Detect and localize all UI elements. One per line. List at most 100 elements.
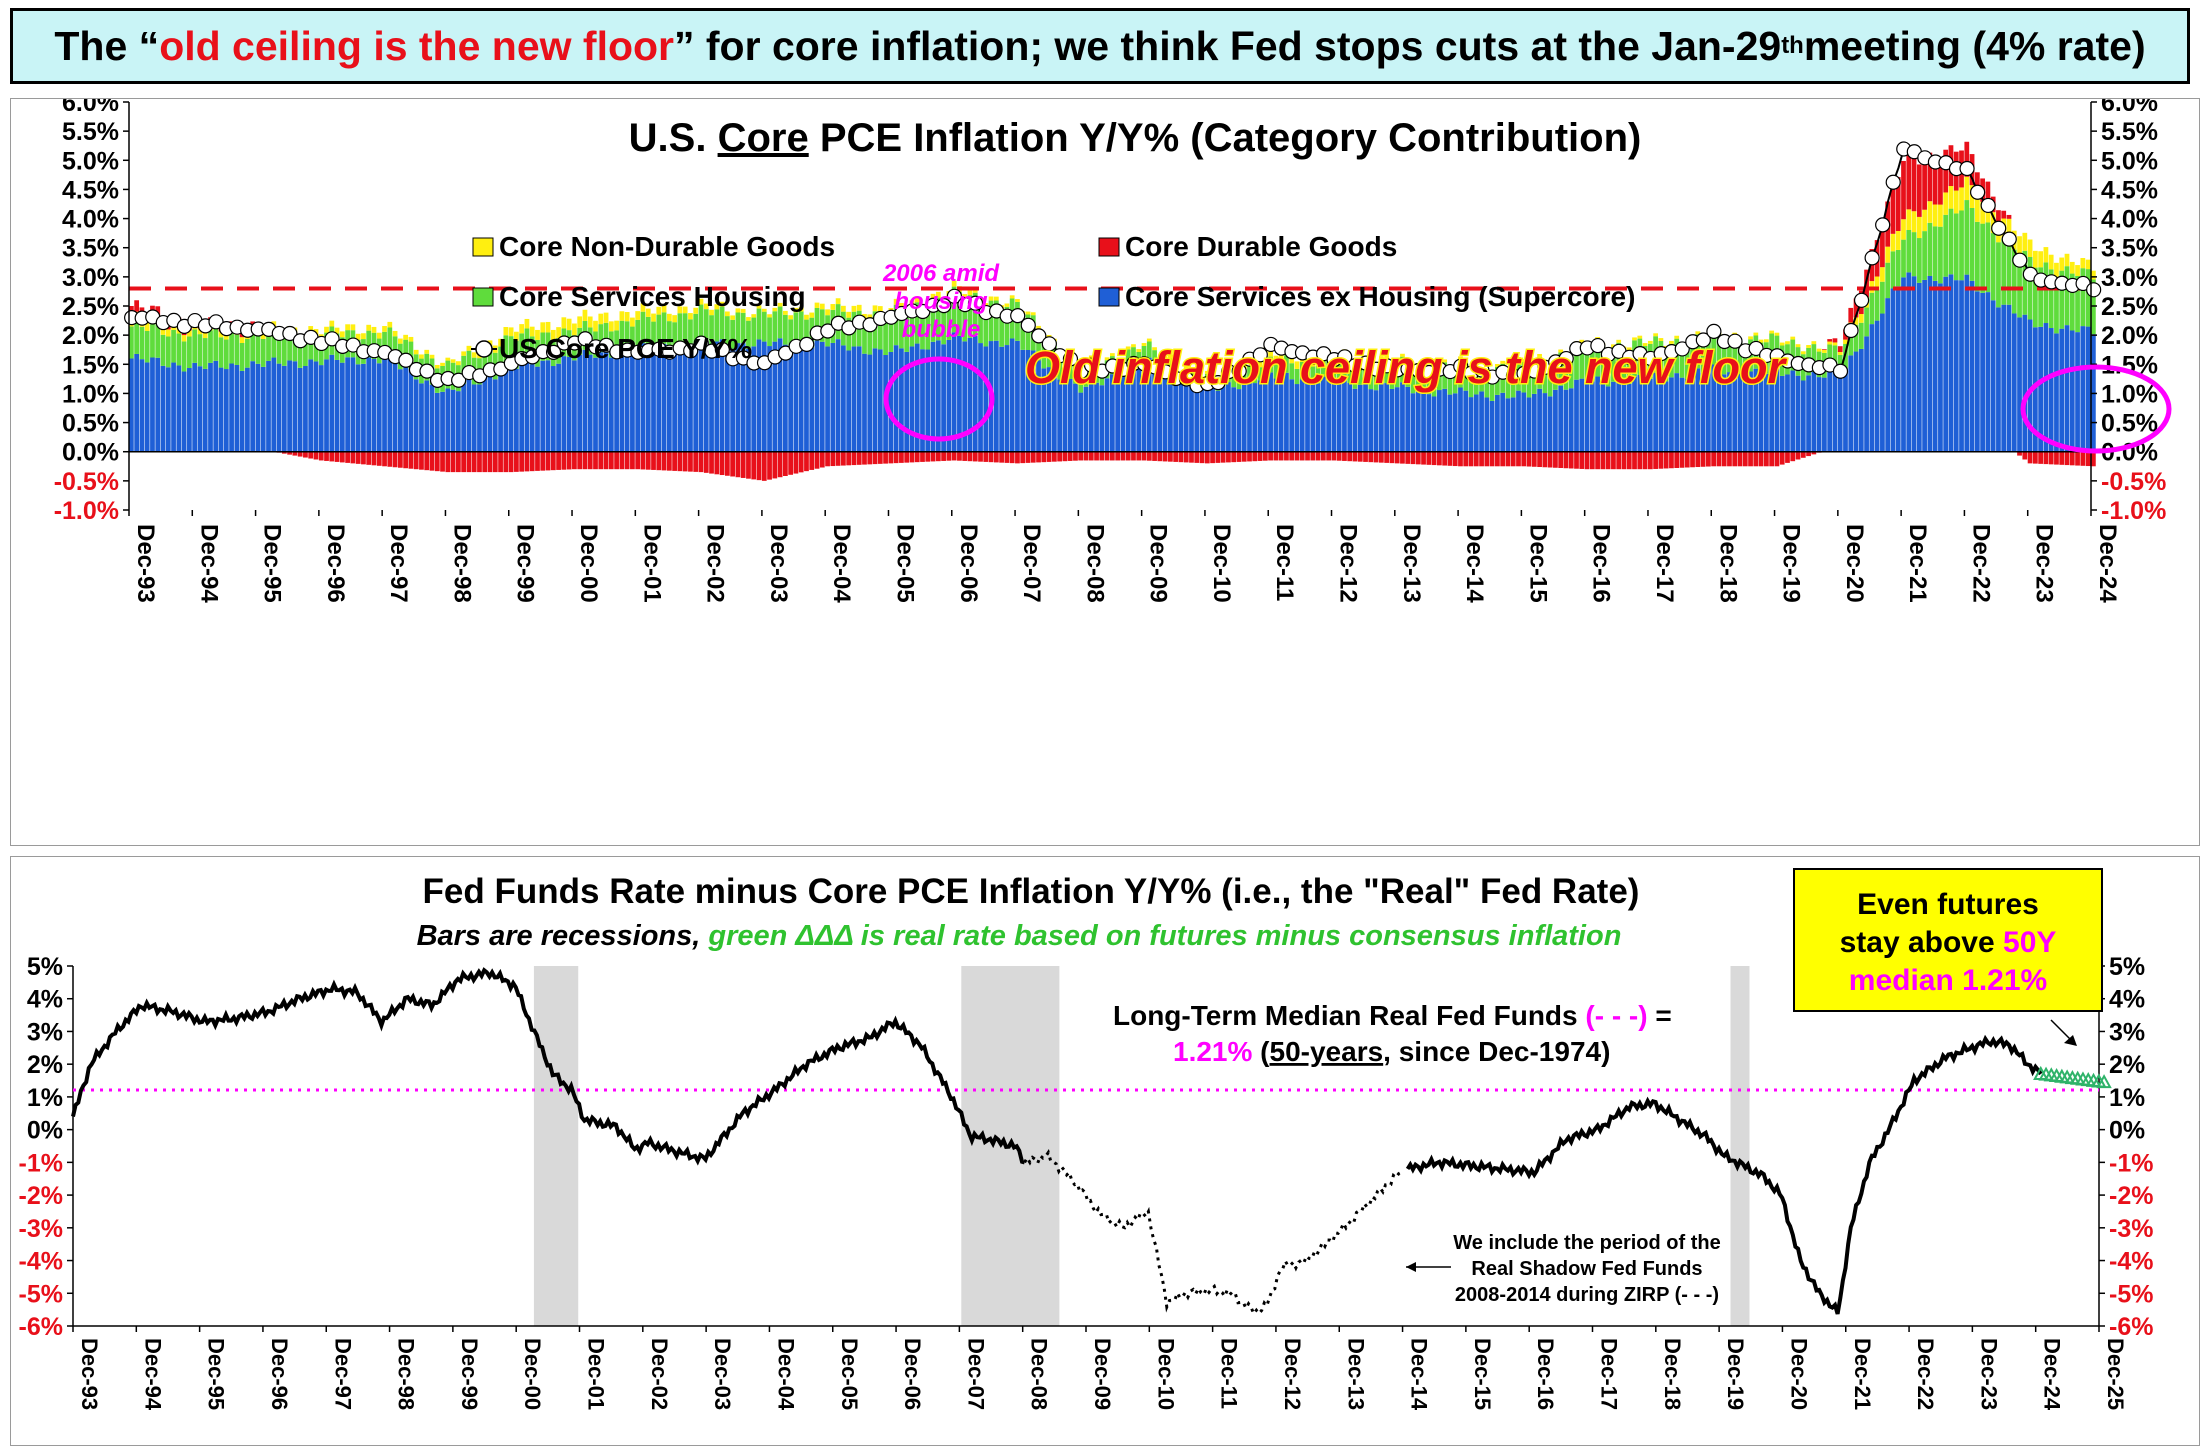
bar-nondurable — [1579, 339, 1585, 343]
bar-nondurable — [1632, 337, 1637, 341]
bar-supercore — [1505, 398, 1511, 452]
bar-housing — [1980, 223, 1985, 293]
bar-nondurable — [777, 302, 783, 307]
bar-nondurable — [1658, 338, 1664, 341]
bar-durable — [1204, 451, 1210, 464]
core-pce-point — [1337, 349, 1353, 365]
bar-supercore — [514, 368, 519, 452]
bar-nondurable — [514, 331, 519, 341]
bar-housing — [1299, 361, 1305, 380]
bar-durable — [1880, 226, 1885, 268]
bar-supercore — [339, 362, 345, 452]
month-bar — [677, 306, 683, 472]
bar-nondurable — [1637, 335, 1643, 339]
bar-housing — [1811, 344, 1817, 372]
bar-housing — [1938, 226, 1943, 284]
bar-supercore — [1015, 340, 1020, 452]
bar-durable — [529, 451, 535, 472]
bar-durable — [503, 451, 509, 473]
bar-housing — [1732, 335, 1738, 369]
bar-durable — [672, 451, 677, 471]
bar-durable — [1495, 451, 1500, 467]
bar-durable — [1120, 451, 1126, 461]
bar-nondurable — [197, 328, 203, 335]
month-bar — [1906, 153, 1912, 452]
bar-housing — [783, 314, 788, 345]
bar-housing — [624, 321, 630, 351]
core-pce-point — [693, 335, 709, 351]
bar-durable — [514, 451, 519, 472]
bar-supercore — [872, 348, 878, 452]
bar-housing — [2064, 266, 2070, 326]
bar-nondurable — [793, 307, 799, 313]
month-bar — [1938, 159, 1943, 452]
bar-durable — [993, 451, 999, 463]
bar-supercore — [1458, 387, 1463, 452]
month-bar — [524, 318, 530, 472]
bar-housing — [1885, 262, 1891, 299]
bar-supercore — [1711, 364, 1717, 452]
month-bar — [2032, 250, 2038, 464]
bar-durable — [1637, 451, 1643, 470]
bar-durable — [2022, 451, 2028, 460]
bar-supercore — [313, 361, 319, 452]
bar-durable — [482, 451, 488, 473]
bar-housing — [250, 330, 256, 362]
month-bar — [482, 342, 488, 473]
bar-housing — [1679, 345, 1685, 378]
bar-supercore — [724, 346, 730, 452]
bar-supercore — [550, 366, 556, 452]
legend-label-nondurable: Core Non-Durable Goods — [499, 231, 835, 262]
bar-supercore — [1062, 382, 1068, 452]
bar-supercore — [993, 340, 999, 452]
bar-nondurable — [709, 309, 714, 316]
headline-part2: ” for core inflation; we think Fed stops… — [674, 22, 1782, 69]
bar-housing — [1711, 330, 1717, 365]
bar-durable — [978, 451, 983, 462]
bar-durable — [334, 451, 340, 462]
bar-durable — [572, 451, 577, 470]
bar-housing — [1996, 242, 2001, 308]
bar-supercore — [2027, 319, 2033, 452]
bar-durable — [434, 451, 440, 472]
bar-nondurable — [1378, 356, 1384, 360]
bar-supercore — [477, 384, 482, 452]
bar-supercore — [1674, 373, 1680, 452]
month-bar — [624, 312, 630, 470]
bar-housing — [1790, 339, 1796, 371]
bar-supercore — [740, 343, 746, 452]
bar-supercore — [1658, 375, 1664, 452]
bar-supercore — [529, 364, 535, 452]
top-xtick: Dec-94 — [195, 524, 222, 603]
core-pce-point — [545, 344, 562, 360]
bar-supercore — [271, 357, 277, 452]
month-bar — [682, 306, 688, 472]
bar-durable — [1468, 451, 1474, 467]
bar-nondurable — [419, 354, 424, 359]
bottom-xtick: Dec-01 — [584, 1338, 609, 1410]
bar-durable — [635, 451, 641, 470]
bar-nondurable — [1273, 355, 1279, 365]
bar-nondurable — [361, 333, 366, 340]
bar-nondurable — [1816, 348, 1822, 352]
core-pce-point — [714, 341, 730, 358]
bar-supercore — [1452, 393, 1458, 452]
bar-housing — [487, 347, 493, 376]
legend-swatch-housing — [472, 287, 494, 307]
month-bar — [724, 311, 730, 476]
bar-supercore — [429, 384, 435, 452]
top-ytick-left: 0.0% — [62, 439, 119, 467]
bar-supercore — [1874, 320, 1880, 452]
bar-durable — [2069, 451, 2075, 466]
bar-supercore — [1653, 372, 1658, 452]
bar-nondurable — [2075, 265, 2080, 276]
bar-nondurable — [202, 332, 208, 339]
bar-nondurable — [2091, 270, 2096, 280]
month-bar — [656, 306, 662, 471]
bar-durable — [703, 451, 709, 473]
bar-nondurable — [703, 303, 709, 310]
bar-durable — [1189, 451, 1194, 463]
bar-nondurable — [2080, 257, 2086, 269]
bar-supercore — [1758, 374, 1764, 452]
bar-nondurable — [835, 298, 841, 305]
